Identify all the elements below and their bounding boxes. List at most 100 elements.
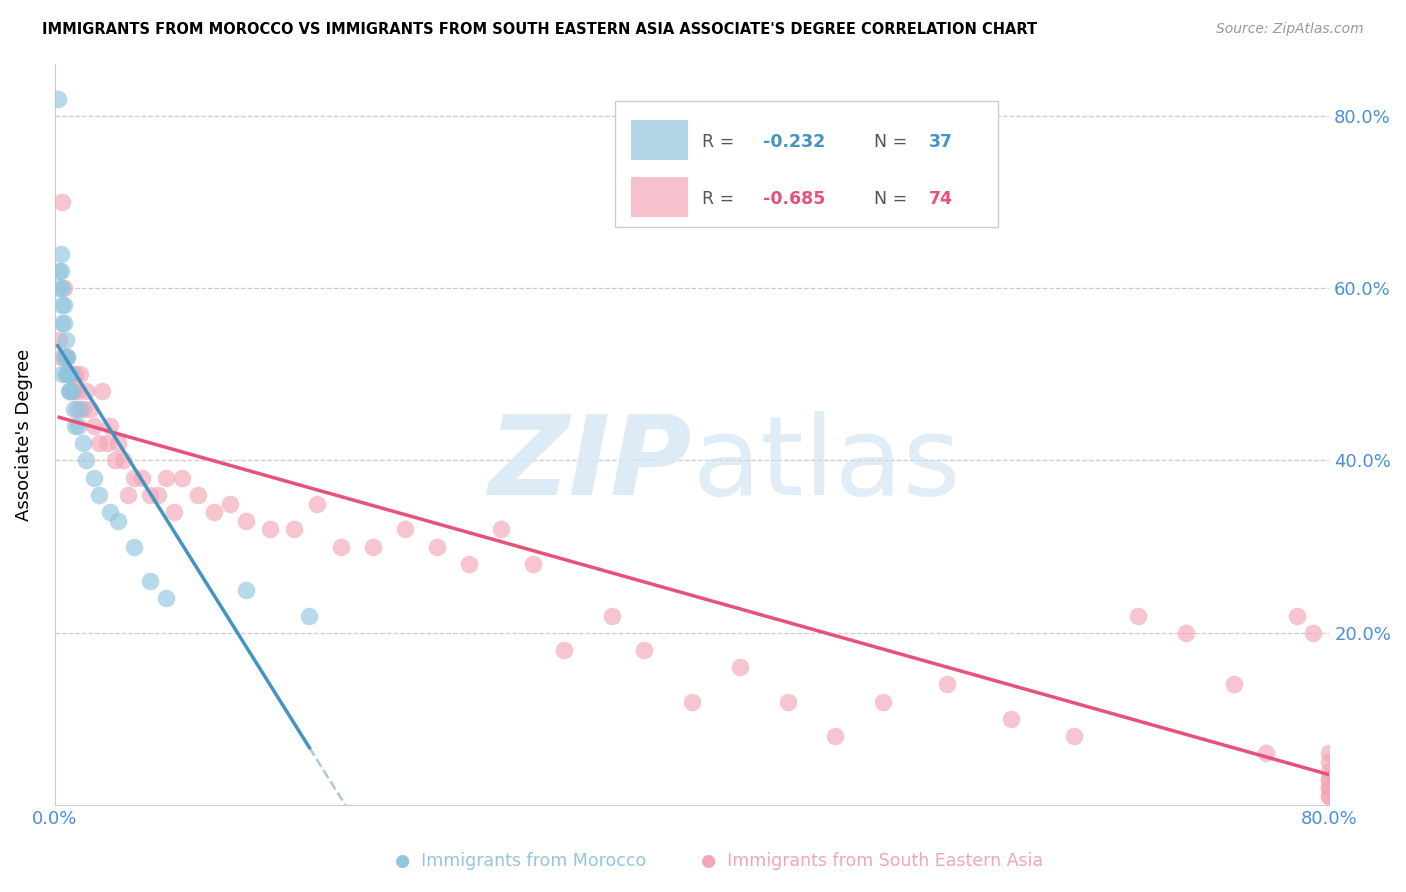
Point xyxy=(283,522,305,536)
Point xyxy=(1317,789,1340,804)
Point xyxy=(1126,608,1149,623)
Point xyxy=(117,488,139,502)
Point xyxy=(131,470,153,484)
Point xyxy=(1317,772,1340,787)
Point xyxy=(48,333,70,347)
Text: Source: ZipAtlas.com: Source: ZipAtlas.com xyxy=(1216,22,1364,37)
Point xyxy=(56,350,79,364)
Point xyxy=(457,557,479,571)
Point xyxy=(139,574,162,588)
Point xyxy=(1317,764,1340,778)
Point xyxy=(53,281,76,295)
Point xyxy=(62,401,84,416)
Point xyxy=(1302,625,1324,640)
Text: 37: 37 xyxy=(929,133,953,151)
Point xyxy=(98,419,121,434)
Point xyxy=(79,401,101,416)
Point xyxy=(75,453,97,467)
Point xyxy=(67,419,90,434)
Point xyxy=(307,496,329,510)
Point xyxy=(46,91,69,105)
Point xyxy=(60,368,83,382)
Point xyxy=(394,522,416,536)
Point xyxy=(51,281,73,295)
Point xyxy=(1317,789,1340,804)
Text: -0.232: -0.232 xyxy=(763,133,825,151)
Point xyxy=(56,368,79,382)
Point xyxy=(56,350,79,364)
Point xyxy=(53,350,76,364)
Point xyxy=(600,608,623,623)
Point xyxy=(1222,677,1244,691)
Bar xyxy=(631,120,688,161)
Point xyxy=(83,470,105,484)
Point xyxy=(55,350,77,364)
Point xyxy=(89,488,111,502)
Text: R =: R = xyxy=(702,190,740,208)
Point xyxy=(67,384,90,399)
Point xyxy=(59,368,82,382)
Point xyxy=(60,384,83,399)
Point xyxy=(1317,755,1340,769)
Text: IMMIGRANTS FROM MOROCCO VS IMMIGRANTS FROM SOUTH EASTERN ASIA ASSOCIATE'S DEGREE: IMMIGRANTS FROM MOROCCO VS IMMIGRANTS FR… xyxy=(42,22,1038,37)
Point xyxy=(1317,747,1340,761)
Point xyxy=(104,453,127,467)
Point xyxy=(681,695,703,709)
Point xyxy=(1286,608,1309,623)
Point xyxy=(935,677,957,691)
Text: ●  Immigrants from Morocco: ● Immigrants from Morocco xyxy=(395,852,645,870)
Point xyxy=(776,695,799,709)
Text: N =: N = xyxy=(875,133,912,151)
Point xyxy=(489,522,512,536)
Point xyxy=(163,505,186,519)
Point xyxy=(155,591,177,606)
Point xyxy=(55,350,77,364)
Point xyxy=(56,368,79,382)
Point xyxy=(49,246,72,260)
Point xyxy=(89,436,111,450)
Point xyxy=(187,488,209,502)
Point xyxy=(122,540,145,554)
Point xyxy=(59,384,82,399)
Point xyxy=(55,333,77,347)
Point xyxy=(65,368,87,382)
Point xyxy=(58,368,80,382)
Point xyxy=(1063,729,1085,743)
Point xyxy=(139,488,162,502)
Point xyxy=(202,505,225,519)
Point xyxy=(49,350,72,364)
Point xyxy=(259,522,281,536)
Point xyxy=(66,401,89,416)
Text: 74: 74 xyxy=(929,190,953,208)
Point xyxy=(51,298,73,312)
Point xyxy=(633,643,655,657)
Point xyxy=(155,470,177,484)
Point xyxy=(53,298,76,312)
Point xyxy=(98,505,121,519)
Point xyxy=(49,264,72,278)
Point xyxy=(235,582,257,597)
Point xyxy=(170,470,193,484)
Point xyxy=(69,368,91,382)
Point xyxy=(1317,780,1340,795)
Point xyxy=(1317,780,1340,795)
Point xyxy=(53,316,76,330)
Point xyxy=(51,194,73,209)
Point xyxy=(728,660,751,674)
Point xyxy=(218,496,240,510)
Point xyxy=(55,368,77,382)
Point xyxy=(58,384,80,399)
Text: N =: N = xyxy=(875,190,912,208)
Text: -0.685: -0.685 xyxy=(763,190,825,208)
Point xyxy=(522,557,544,571)
Point xyxy=(824,729,846,743)
Point xyxy=(69,401,91,416)
Point xyxy=(107,514,129,528)
Point xyxy=(51,316,73,330)
Point xyxy=(48,281,70,295)
FancyBboxPatch shape xyxy=(616,101,998,227)
Point xyxy=(1254,747,1277,761)
Point xyxy=(298,608,321,623)
Point xyxy=(48,264,70,278)
Point xyxy=(553,643,575,657)
